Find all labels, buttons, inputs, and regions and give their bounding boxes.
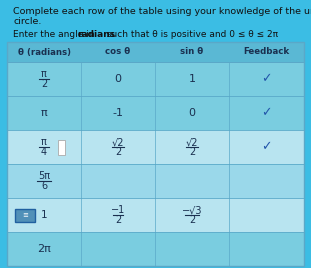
Text: Feedback: Feedback: [244, 47, 290, 57]
Text: ≡: ≡: [22, 212, 28, 218]
FancyBboxPatch shape: [7, 198, 304, 232]
Text: 2: 2: [115, 215, 121, 225]
Text: √2: √2: [112, 137, 124, 147]
Text: radians: radians: [77, 30, 115, 39]
Text: −1: −1: [111, 205, 125, 215]
FancyBboxPatch shape: [15, 209, 35, 221]
Text: π: π: [41, 69, 47, 79]
Text: circle.: circle.: [13, 17, 41, 26]
Text: 1: 1: [188, 74, 196, 84]
Text: 1: 1: [41, 210, 48, 220]
FancyBboxPatch shape: [58, 140, 65, 154]
Text: cos θ: cos θ: [105, 47, 131, 57]
FancyBboxPatch shape: [7, 62, 304, 96]
Text: 0: 0: [114, 74, 122, 84]
Text: ✓: ✓: [261, 140, 272, 154]
FancyBboxPatch shape: [7, 232, 304, 266]
Text: 5π: 5π: [38, 171, 50, 181]
Text: ✓: ✓: [261, 106, 272, 120]
Text: π: π: [41, 108, 47, 118]
Text: such that θ is positive and 0 ≤ θ ≤ 2π: such that θ is positive and 0 ≤ θ ≤ 2π: [104, 30, 278, 39]
Text: −√3: −√3: [182, 205, 202, 215]
Text: θ (radians): θ (radians): [17, 47, 71, 57]
Text: π: π: [41, 137, 47, 147]
Text: -1: -1: [113, 108, 123, 118]
FancyBboxPatch shape: [7, 164, 304, 198]
Text: 2π: 2π: [37, 244, 51, 254]
Text: Complete each row of the table using your knowledge of the unit: Complete each row of the table using you…: [13, 7, 311, 16]
Text: 6: 6: [41, 181, 47, 191]
FancyBboxPatch shape: [7, 42, 304, 62]
FancyBboxPatch shape: [7, 96, 304, 130]
Text: Enter the angle in: Enter the angle in: [13, 30, 98, 39]
Text: √2: √2: [186, 137, 198, 147]
Text: ✓: ✓: [261, 73, 272, 85]
Text: 2: 2: [189, 215, 195, 225]
FancyBboxPatch shape: [7, 130, 304, 164]
Text: 2: 2: [189, 147, 195, 157]
Text: 2: 2: [115, 147, 121, 157]
Text: 0: 0: [188, 108, 196, 118]
Text: 2: 2: [41, 79, 47, 89]
Text: sin θ: sin θ: [180, 47, 204, 57]
Text: 4: 4: [41, 147, 47, 157]
